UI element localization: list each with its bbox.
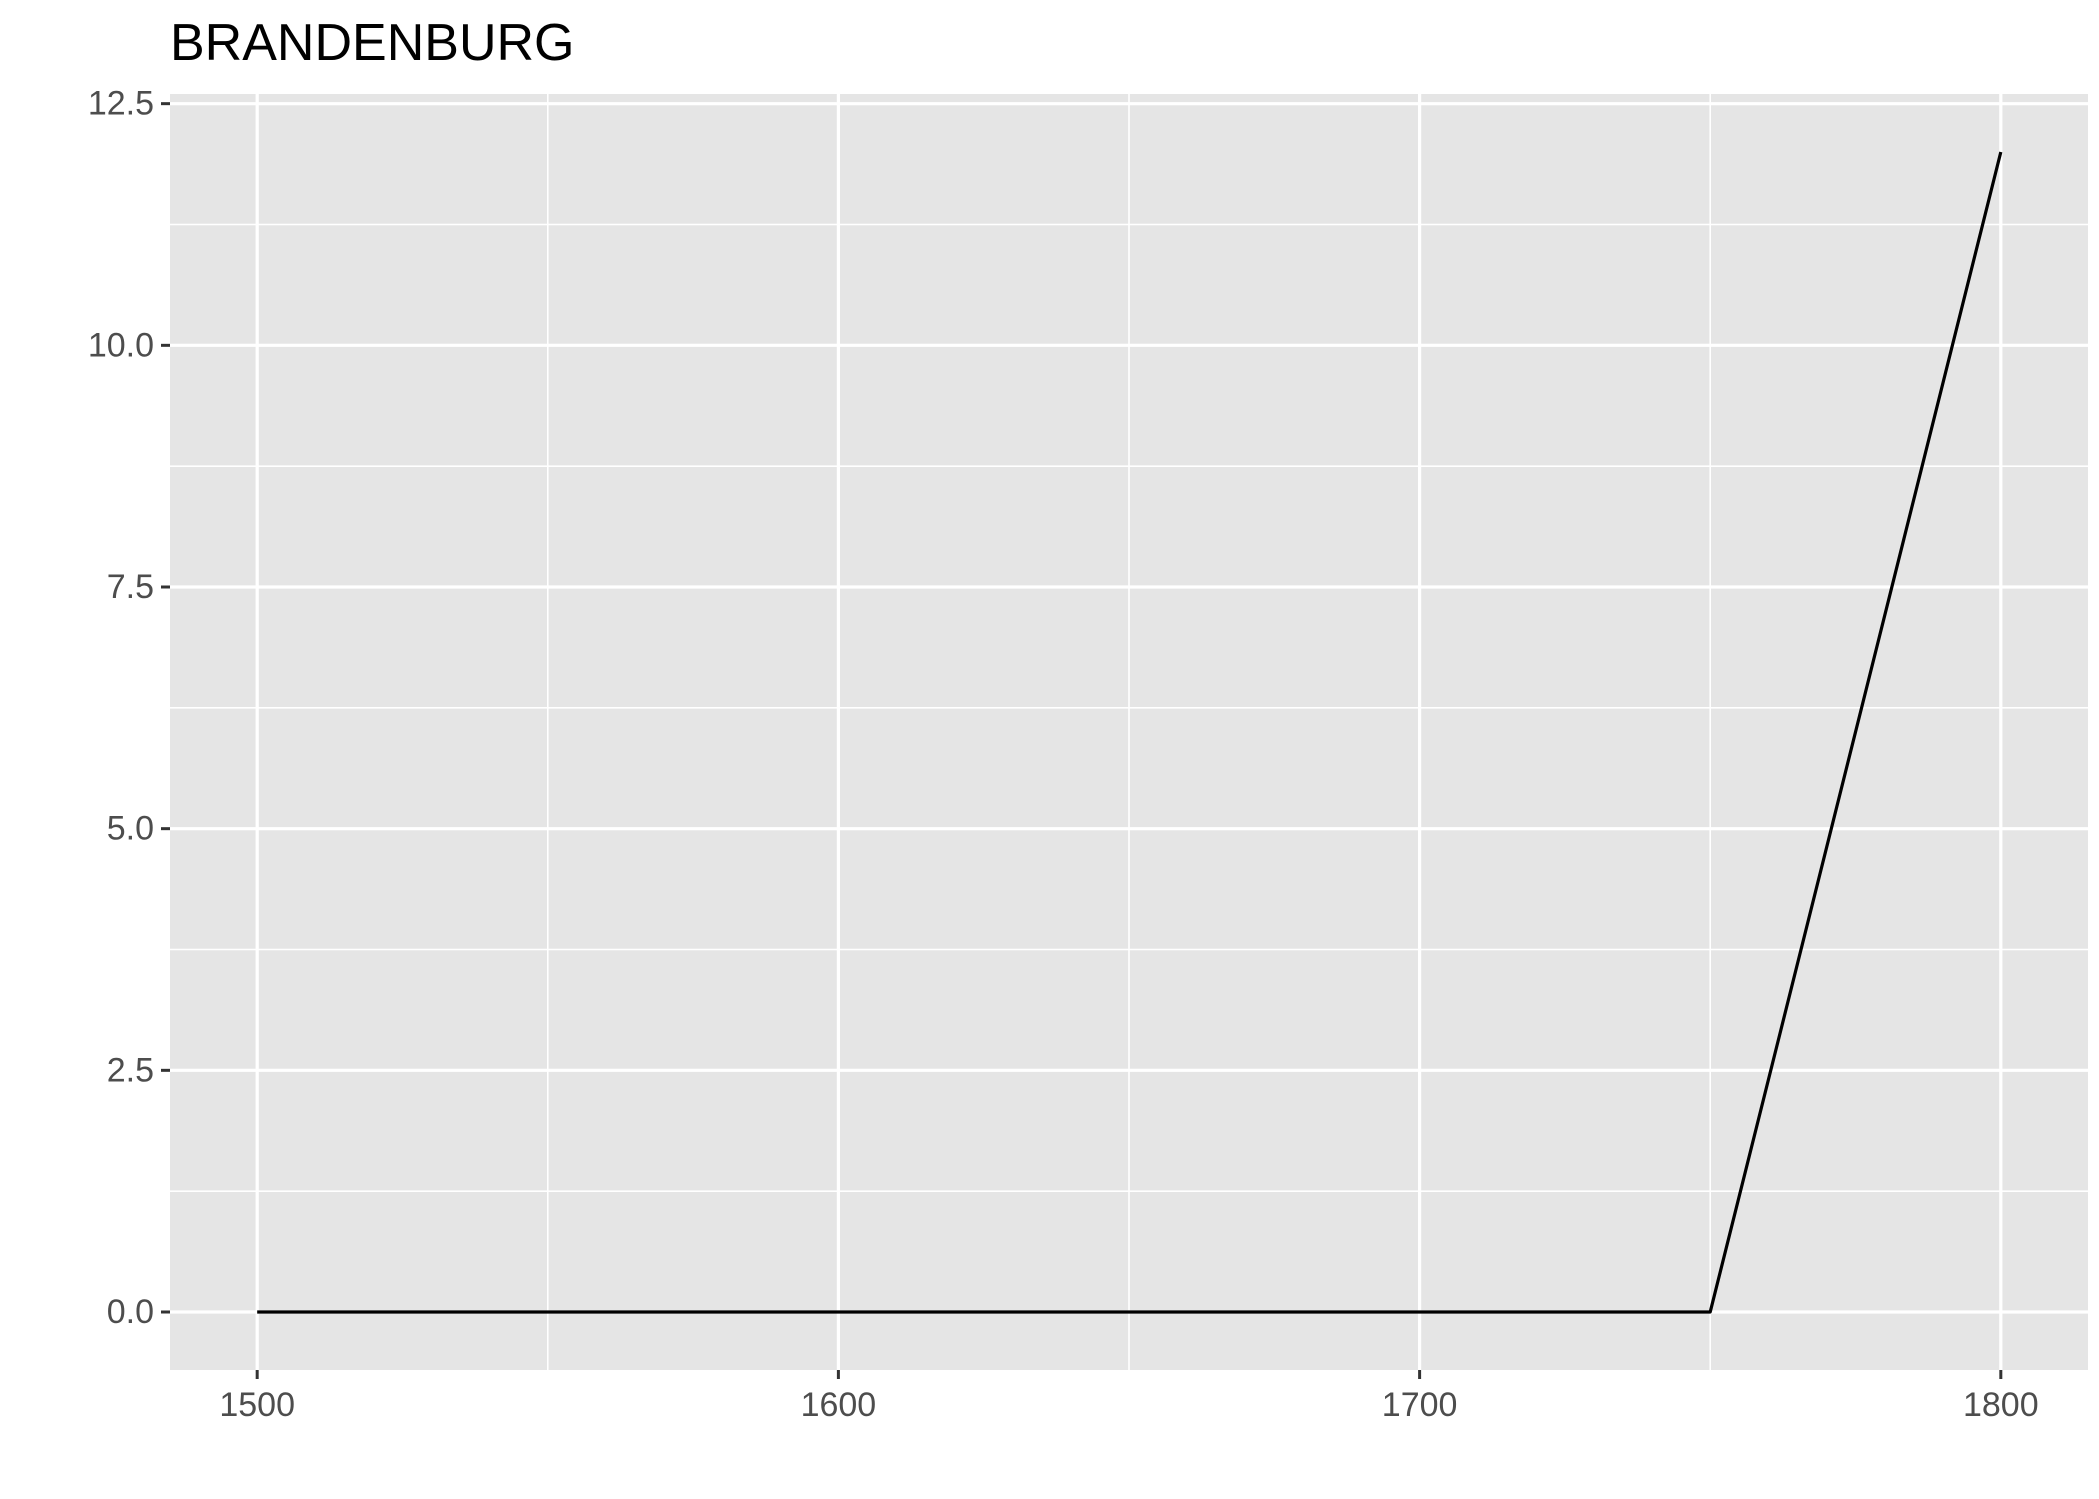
y-tick-label: 10.0 <box>88 326 154 364</box>
x-tick-label: 1800 <box>1963 1386 2039 1424</box>
y-tick-label: 5.0 <box>107 810 154 848</box>
x-tick-label: 1500 <box>219 1386 295 1424</box>
y-tick-label: 2.5 <box>107 1051 154 1089</box>
x-tick-label: 1600 <box>801 1386 877 1424</box>
major-gridlines <box>170 94 2088 1370</box>
chart-title: BRANDENBURG <box>170 14 575 72</box>
y-tick-label: 7.5 <box>107 568 154 606</box>
series-layer <box>257 151 2003 1314</box>
series-line <box>257 151 2003 1314</box>
minor-gridlines <box>170 94 2088 1370</box>
y-tick-label: 12.5 <box>88 85 154 123</box>
x-axis: 1500 1600 1700 1800 <box>219 1370 2039 1424</box>
y-axis: 0.0 2.5 5.0 7.5 10.0 12.5 <box>88 85 170 1331</box>
y-tick-label: 0.0 <box>107 1293 154 1331</box>
x-tick-label: 1700 <box>1382 1386 1458 1424</box>
